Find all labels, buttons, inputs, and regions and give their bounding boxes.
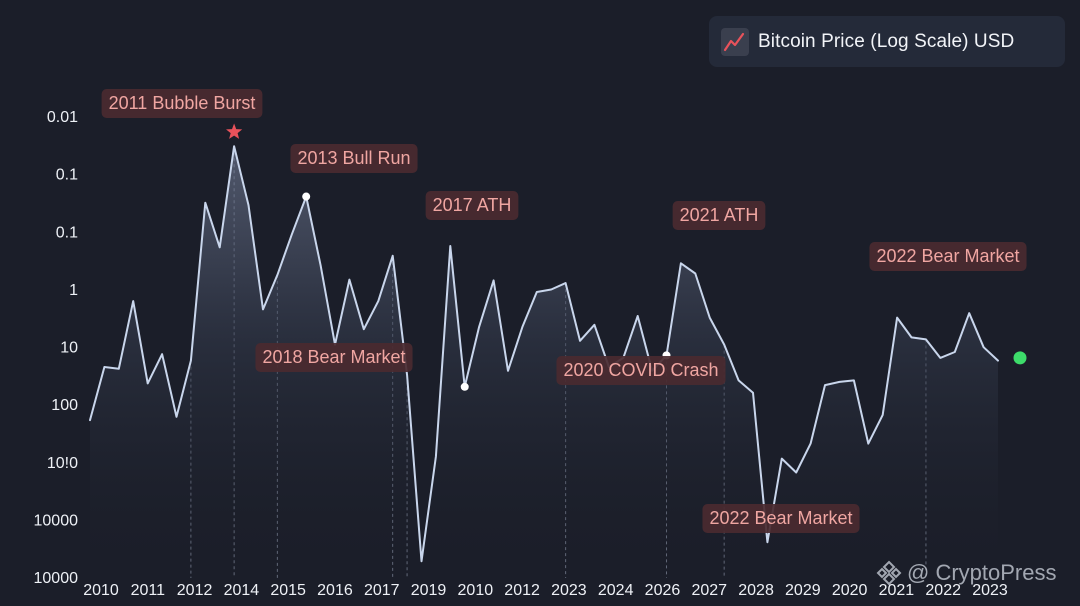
annotation-label: 2013 Bull Run bbox=[297, 148, 410, 168]
y-tick-label: 0.1 bbox=[56, 167, 78, 184]
annotation-background bbox=[702, 504, 860, 533]
peak-star-marker bbox=[226, 123, 243, 139]
annotation-label: 2011 Bubble Burst bbox=[109, 93, 256, 113]
annotation-badge: 2018 Bear Market bbox=[255, 343, 413, 372]
x-tick-label: 2021 bbox=[879, 582, 915, 599]
annotation-badge: 2021 ATH bbox=[672, 201, 766, 230]
annotation-background bbox=[101, 89, 263, 118]
y-tick-label: 100 bbox=[51, 397, 78, 414]
y-tick-label: 0.1 bbox=[56, 224, 78, 241]
peak-dot-marker bbox=[302, 192, 311, 201]
annotation-label: 2018 Bear Market bbox=[262, 347, 405, 367]
x-tick-label: 2014 bbox=[224, 582, 260, 599]
x-tick-label: 2022 bbox=[925, 582, 961, 599]
annotation-background bbox=[556, 356, 726, 385]
x-tick-label: 2012 bbox=[177, 582, 213, 599]
annotation-badge: 2022 Bear Market bbox=[702, 504, 860, 533]
annotation-background bbox=[869, 242, 1027, 271]
x-tick-label: 2010 bbox=[83, 582, 119, 599]
legend-label: Bitcoin Price (Log Scale) USD bbox=[758, 30, 1015, 52]
diamond-logo-icon bbox=[876, 560, 902, 586]
watermark-text: @ CryptoPress bbox=[907, 560, 1057, 585]
y-tick-label: 10000 bbox=[34, 512, 79, 529]
x-tick-label: 2026 bbox=[645, 582, 681, 599]
annotation-background bbox=[290, 144, 418, 173]
x-tick-label: 2016 bbox=[317, 582, 353, 599]
annotation-badge: 2022 Bear Market bbox=[869, 242, 1027, 271]
x-tick-label: 2023 bbox=[972, 582, 1008, 599]
annotation-badge: 2020 COVID Crash bbox=[556, 356, 726, 385]
y-tick-label: 10 bbox=[60, 340, 78, 357]
watermark: @ CryptoPress bbox=[876, 560, 1056, 586]
annotation-badge: 2011 Bubble Burst bbox=[101, 89, 263, 118]
annotation-badge: 2017 ATH bbox=[425, 191, 519, 220]
current-price-marker bbox=[1013, 351, 1027, 365]
line-chart-icon bbox=[721, 27, 749, 56]
x-tick-label: 2024 bbox=[598, 582, 634, 599]
price-series-line bbox=[89, 145, 999, 563]
x-tick-label: 2023 bbox=[551, 582, 587, 599]
x-tick-label: 2012 bbox=[504, 582, 540, 599]
x-tick-label: 2019 bbox=[411, 582, 447, 599]
annotation-label: 2017 ATH bbox=[433, 195, 512, 215]
y-tick-label: 10000 bbox=[34, 570, 79, 587]
y-tick-label: 0.01 bbox=[47, 109, 78, 126]
annotation-label: 2022 Bear Market bbox=[876, 246, 1019, 266]
annotation-badge: 2013 Bull Run bbox=[290, 144, 418, 173]
x-tick-label: 2027 bbox=[691, 582, 727, 599]
chart-legend: Bitcoin Price (Log Scale) USD bbox=[709, 16, 1065, 67]
price-area-fill bbox=[90, 146, 998, 578]
x-tick-label: 2028 bbox=[738, 582, 774, 599]
annotation-background bbox=[255, 343, 413, 372]
annotation-label: 2022 Bear Market bbox=[709, 508, 852, 528]
x-tick-label: 2017 bbox=[364, 582, 400, 599]
y-tick-label: 1 bbox=[69, 282, 78, 299]
y-tick-label: 10!0 bbox=[47, 455, 78, 472]
x-tick-label: 2011 bbox=[131, 582, 166, 599]
peak-dot-marker bbox=[460, 382, 469, 391]
x-tick-label: 2020 bbox=[832, 582, 868, 599]
annotation-label: 2020 COVID Crash bbox=[563, 360, 718, 380]
x-tick-label: 2029 bbox=[785, 582, 821, 599]
annotation-background bbox=[425, 191, 519, 220]
annotation-label: 2021 ATH bbox=[680, 205, 759, 225]
x-tick-label: 2015 bbox=[270, 582, 306, 599]
annotation-background bbox=[672, 201, 766, 230]
x-tick-label: 2010 bbox=[458, 582, 494, 599]
